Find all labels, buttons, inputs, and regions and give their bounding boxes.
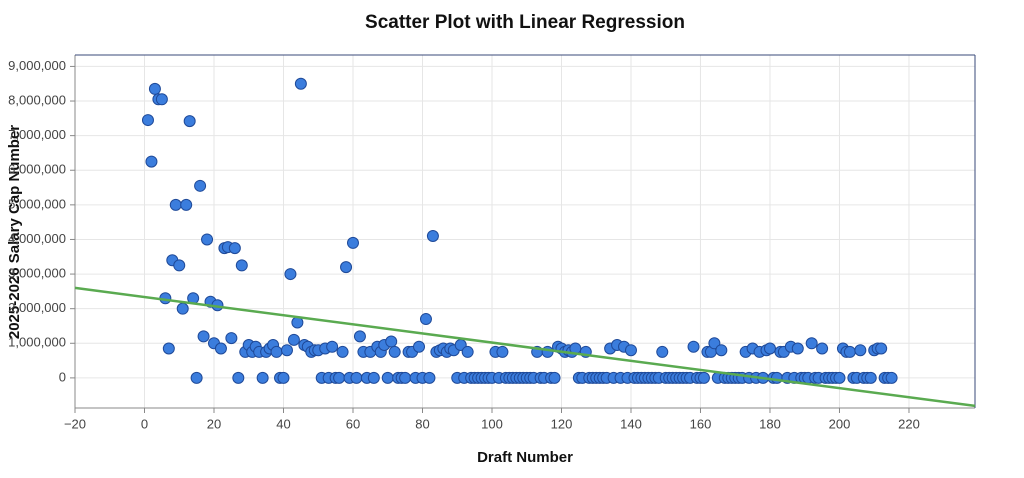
y-tick-label: 6,000,000 — [8, 162, 66, 177]
data-point — [461, 345, 474, 358]
y-tick-label: 3,000,000 — [8, 266, 66, 281]
data-point — [816, 342, 829, 355]
data-point — [256, 371, 269, 384]
data-point — [145, 155, 158, 168]
data-point — [805, 337, 818, 350]
data-point — [287, 333, 300, 346]
y-tick-label: 9,000,000 — [8, 58, 66, 73]
data-point — [270, 345, 283, 358]
data-point — [169, 198, 182, 211]
x-tick-label: 0 — [141, 416, 148, 431]
regression-line — [74, 286, 976, 408]
x-tick-label: 20 — [207, 416, 221, 431]
data-point — [385, 335, 398, 348]
y-tick-label: 7,000,000 — [8, 127, 66, 142]
data-point — [367, 371, 380, 384]
x-tick-label: 100 — [481, 416, 503, 431]
x-tick-label: −20 — [64, 416, 86, 431]
data-point — [715, 344, 728, 357]
data-point — [791, 342, 804, 355]
data-point — [183, 115, 196, 128]
data-point — [180, 198, 193, 211]
data-point — [885, 371, 898, 384]
data-point — [155, 93, 168, 106]
data-point — [176, 302, 189, 315]
data-point — [843, 345, 856, 358]
data-point — [864, 371, 877, 384]
x-tick-label: 220 — [898, 416, 920, 431]
x-tick-label: 200 — [829, 416, 851, 431]
y-tick-label: 4,000,000 — [8, 231, 66, 246]
data-point — [763, 342, 776, 355]
data-point — [340, 261, 353, 274]
data-point — [541, 345, 554, 358]
y-tick-label: 5,000,000 — [8, 196, 66, 211]
data-point — [336, 345, 349, 358]
x-tick-label: 60 — [346, 416, 360, 431]
x-tick-label: 80 — [415, 416, 429, 431]
data-point — [326, 340, 339, 353]
y-tick-label: 0 — [59, 369, 66, 384]
y-tick-label: 2,000,000 — [8, 300, 66, 315]
data-point — [419, 313, 432, 326]
data-point — [201, 233, 214, 246]
data-point — [232, 371, 245, 384]
y-axis-title: 2025-2026 Salary Cap Number — [6, 125, 23, 339]
data-point — [350, 371, 363, 384]
data-point — [284, 268, 297, 281]
data-point — [235, 259, 248, 272]
data-point — [173, 259, 186, 272]
data-point — [496, 345, 509, 358]
data-point — [294, 77, 307, 90]
data-point — [141, 114, 154, 127]
data-point — [381, 371, 394, 384]
y-tick-label: 1,000,000 — [8, 335, 66, 350]
data-point — [548, 371, 561, 384]
data-point — [833, 371, 846, 384]
data-point — [697, 371, 710, 384]
data-point — [426, 229, 439, 242]
data-point — [875, 342, 888, 355]
data-point — [194, 179, 207, 192]
chart-title: Scatter Plot with Linear Regression — [365, 12, 685, 33]
x-axis-title: Draft Number — [477, 449, 573, 466]
x-tick-label: 120 — [551, 416, 573, 431]
data-point — [413, 340, 426, 353]
data-point — [214, 342, 227, 355]
data-point — [388, 345, 401, 358]
x-tick-label: 160 — [690, 416, 712, 431]
data-point — [277, 371, 290, 384]
data-point — [162, 342, 175, 355]
data-point — [624, 344, 637, 357]
x-tick-label: 40 — [276, 416, 290, 431]
plot-area — [75, 55, 975, 408]
x-tick-label: 140 — [620, 416, 642, 431]
data-point — [280, 344, 293, 357]
data-point — [148, 82, 161, 95]
x-tick-label: 180 — [759, 416, 781, 431]
data-point — [770, 371, 783, 384]
data-point — [190, 371, 203, 384]
data-point — [197, 330, 210, 343]
data-point — [346, 236, 359, 249]
data-point — [656, 345, 669, 358]
data-point — [225, 332, 238, 345]
y-tick-label: 8,000,000 — [8, 92, 66, 107]
data-point — [399, 371, 412, 384]
data-point — [854, 344, 867, 357]
data-point — [353, 330, 366, 343]
data-point — [687, 340, 700, 353]
data-point — [228, 242, 241, 255]
data-point — [423, 371, 436, 384]
data-point — [333, 371, 346, 384]
